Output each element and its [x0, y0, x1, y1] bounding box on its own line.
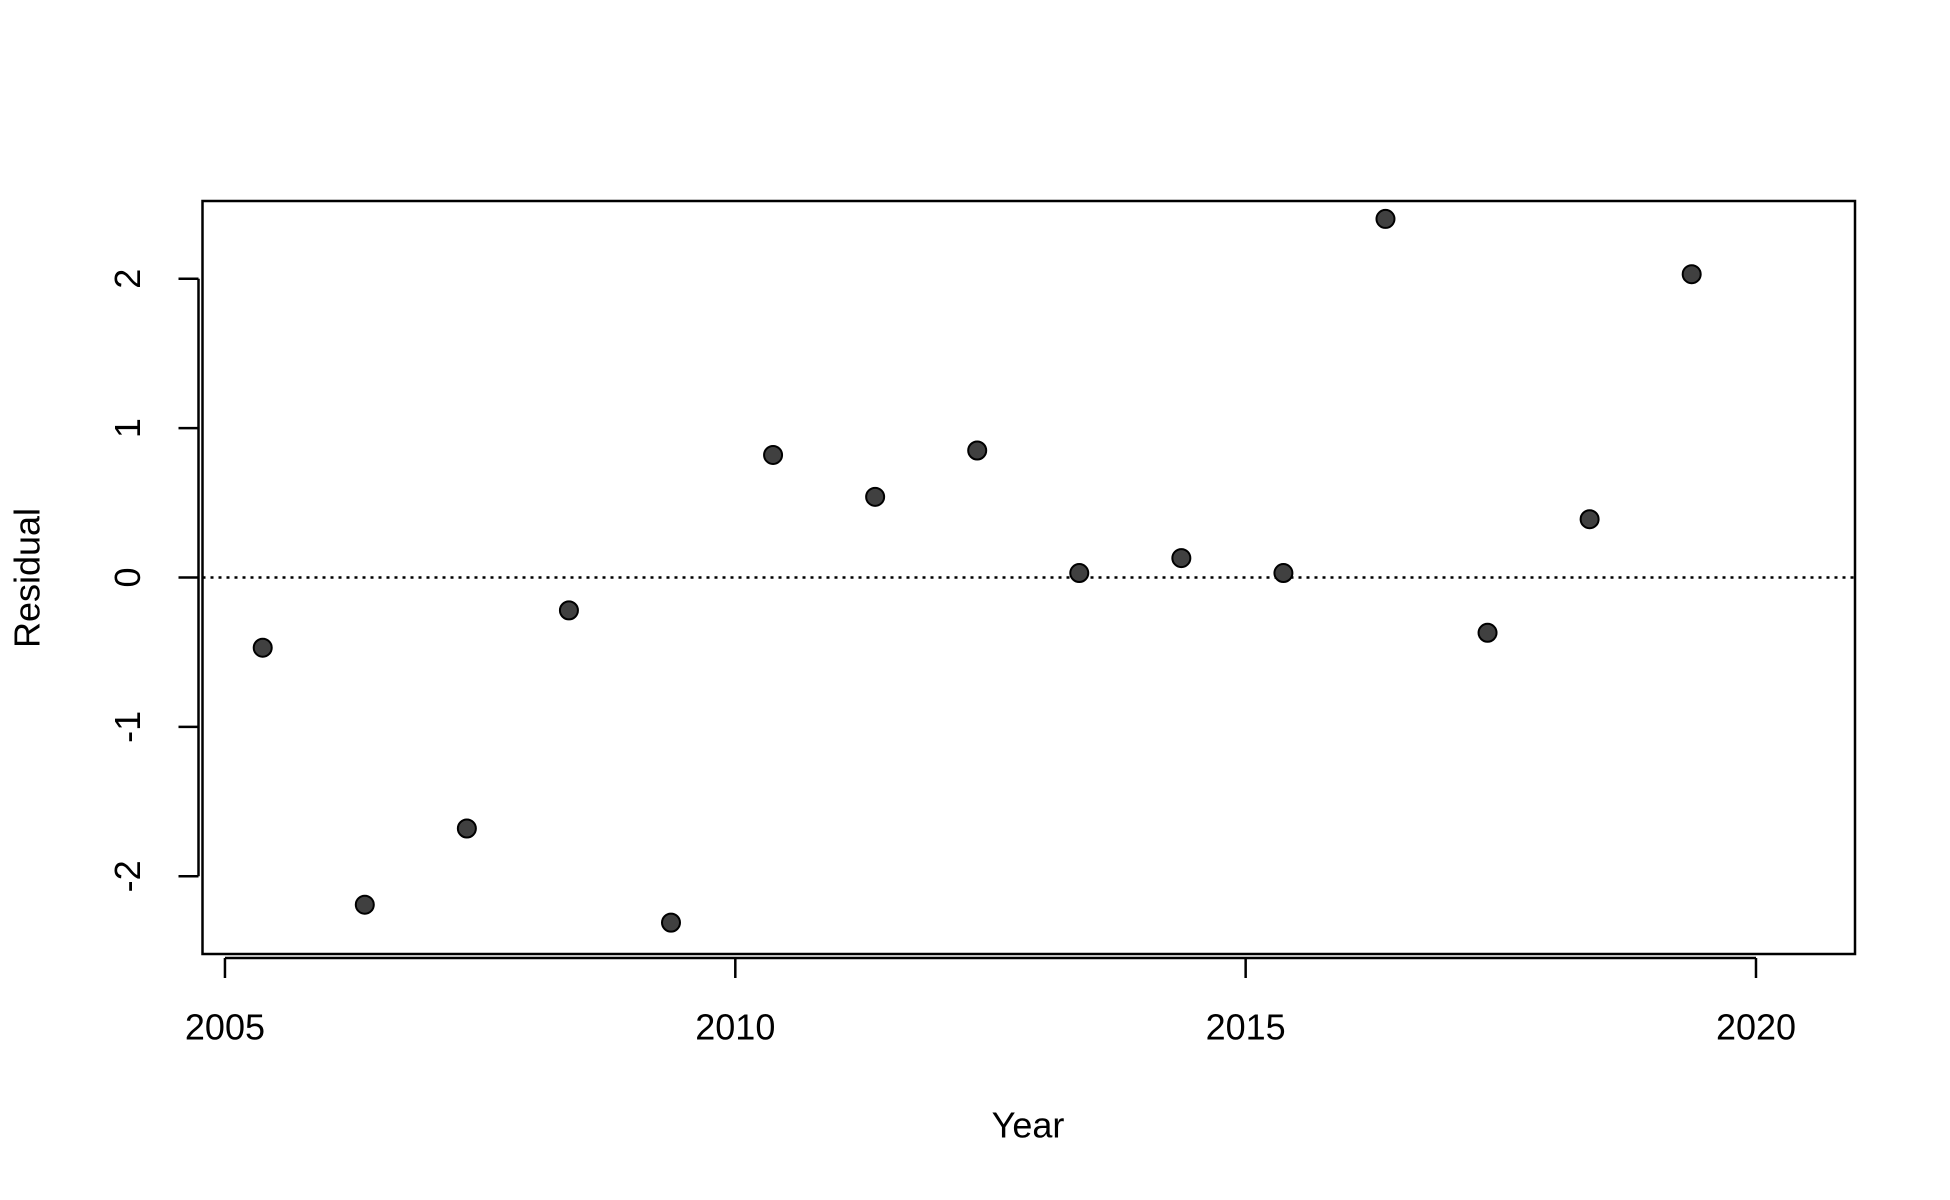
- point: [558, 600, 579, 621]
- x-tick-label: 2015: [1206, 1007, 1286, 1048]
- point: [1579, 509, 1600, 530]
- x-axis-label: Year: [992, 1105, 1065, 1146]
- point: [1375, 208, 1396, 229]
- x-tick-label: 2010: [695, 1007, 775, 1048]
- y-tick-label: 2: [107, 269, 148, 289]
- y-tick-label: -2: [107, 860, 148, 892]
- point: [252, 637, 273, 658]
- y-axis-label: Residual: [7, 508, 48, 648]
- point: [456, 818, 477, 839]
- y-tick-label: -1: [107, 711, 148, 743]
- x-tick-label: 2020: [1716, 1007, 1796, 1048]
- y-tick-label: 1: [107, 418, 148, 438]
- point: [1171, 548, 1192, 569]
- point: [763, 444, 784, 465]
- y-tick-label: 0: [107, 567, 148, 587]
- point: [967, 440, 988, 461]
- point: [354, 894, 375, 915]
- point: [1273, 563, 1294, 584]
- point: [1069, 563, 1090, 584]
- x-tick-label: 2005: [185, 1007, 265, 1048]
- point: [1681, 264, 1702, 285]
- point: [660, 912, 681, 933]
- point: [1477, 622, 1498, 643]
- point: [865, 486, 886, 507]
